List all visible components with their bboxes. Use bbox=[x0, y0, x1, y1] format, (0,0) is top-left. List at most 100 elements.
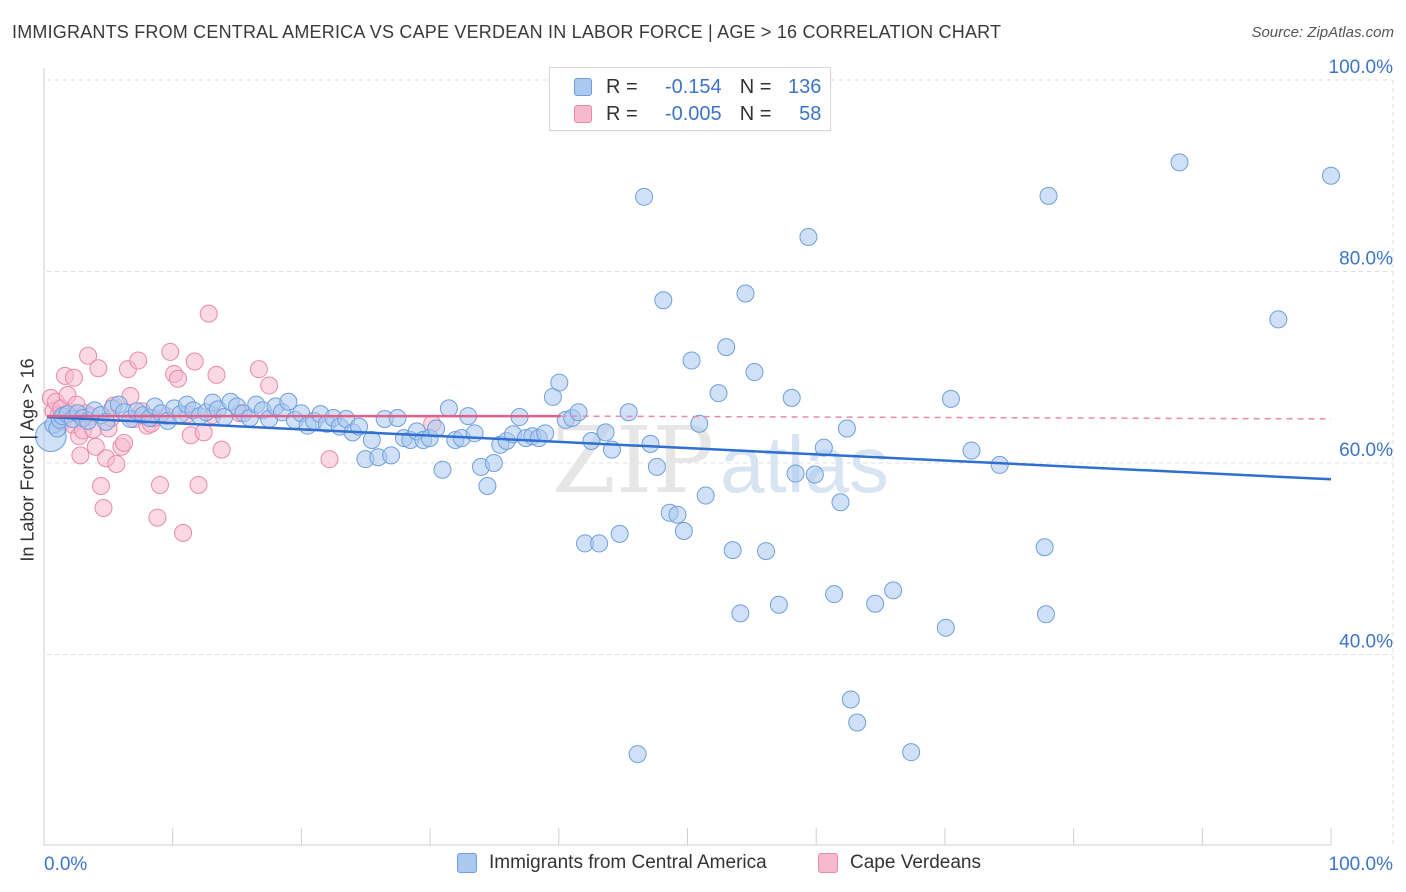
data-point-central-america bbox=[757, 542, 776, 561]
data-point-cape-verdeans bbox=[148, 508, 167, 527]
data-point-central-america bbox=[990, 455, 1009, 474]
bottom-legend-label-central-america: Immigrants from Central America bbox=[489, 852, 767, 873]
legend-n-label: N = bbox=[739, 102, 772, 125]
data-point-cape-verdeans bbox=[260, 376, 279, 395]
data-point-central-america bbox=[769, 595, 788, 614]
trend-lines bbox=[46, 414, 1332, 481]
legend-row-cape-verdeans: R = -0.005 N = 58 bbox=[574, 102, 821, 126]
legend-r-label: R = bbox=[606, 102, 638, 125]
data-point-cape-verdeans bbox=[89, 359, 108, 378]
data-point-cape-verdeans bbox=[189, 476, 208, 495]
data-point-cape-verdeans bbox=[71, 446, 90, 465]
data-point-central-america bbox=[647, 457, 666, 476]
data-point-central-america bbox=[696, 486, 715, 505]
data-point-central-america bbox=[814, 438, 833, 457]
watermark: ZIP atlas bbox=[552, 407, 889, 514]
data-point-central-america bbox=[682, 351, 701, 370]
data-point-central-america bbox=[799, 228, 818, 247]
data-point-central-america bbox=[941, 389, 960, 408]
data-point-cape-verdeans bbox=[320, 450, 339, 469]
y-tick-label: 100.0% bbox=[1329, 57, 1394, 78]
data-point-central-america bbox=[1322, 166, 1340, 185]
data-point-central-america bbox=[848, 713, 867, 732]
data-point-central-america bbox=[717, 338, 736, 357]
data-point-cape-verdeans bbox=[86, 437, 105, 456]
y-tick-label: 40.0% bbox=[1339, 632, 1393, 653]
data-point-cape-verdeans bbox=[207, 365, 226, 384]
data-point-central-america bbox=[884, 581, 903, 600]
trend-line-cape-verdeans-extension bbox=[560, 415, 1332, 420]
data-point-central-america bbox=[936, 618, 955, 637]
legend-r-value: -0.154 bbox=[664, 75, 722, 98]
data-point-central-america bbox=[1170, 153, 1189, 172]
legend-n-value: 136 bbox=[788, 75, 822, 98]
data-point-cape-verdeans bbox=[91, 476, 110, 495]
source-credit: Source: ZipAtlas.com bbox=[1251, 24, 1394, 41]
legend-swatch-pink bbox=[574, 105, 592, 123]
data-point-central-america bbox=[782, 388, 801, 407]
data-point-central-america bbox=[388, 408, 407, 427]
data-point-central-america bbox=[433, 460, 452, 479]
data-point-central-america bbox=[674, 521, 693, 540]
data-point-central-america bbox=[1269, 310, 1288, 329]
data-point-central-america bbox=[841, 690, 860, 709]
data-point-cape-verdeans bbox=[107, 454, 126, 473]
data-point-central-america bbox=[723, 541, 742, 560]
data-point-central-america bbox=[596, 423, 615, 442]
data-point-central-america bbox=[1039, 186, 1058, 205]
data-point-central-america bbox=[786, 464, 805, 483]
data-point-cape-verdeans bbox=[150, 476, 169, 495]
data-point-central-america bbox=[439, 399, 458, 418]
data-point-cape-verdeans bbox=[212, 440, 231, 459]
data-point-central-america bbox=[731, 604, 750, 623]
y-tick-label: 80.0% bbox=[1339, 249, 1393, 270]
data-point-central-america bbox=[866, 594, 885, 613]
data-point-central-america bbox=[805, 465, 824, 484]
legend-swatch-blue bbox=[574, 78, 592, 96]
data-point-central-america bbox=[709, 384, 728, 403]
data-point-central-america bbox=[362, 431, 381, 450]
data-point-central-america bbox=[902, 743, 921, 762]
data-point-cape-verdeans bbox=[168, 369, 187, 388]
data-point-central-america bbox=[582, 431, 601, 450]
chart-title: IMMIGRANTS FROM CENTRAL AMERICA VS CAPE … bbox=[12, 22, 1002, 42]
data-point-cape-verdeans bbox=[64, 368, 83, 387]
data-point-central-america bbox=[279, 392, 298, 411]
data-point-central-america bbox=[635, 187, 654, 206]
data-point-central-america bbox=[962, 441, 981, 460]
watermark-atlas: atlas bbox=[720, 420, 889, 509]
watermark-zip: ZIP bbox=[552, 407, 714, 514]
x-tick-labels: 0.0% 100.0% bbox=[44, 854, 1393, 875]
axes bbox=[43, 68, 1332, 846]
data-point-cape-verdeans bbox=[199, 304, 218, 323]
data-point-central-america bbox=[536, 424, 555, 443]
data-point-central-america bbox=[619, 403, 638, 422]
data-point-central-america bbox=[825, 585, 844, 604]
legend-n-value: 58 bbox=[799, 102, 822, 125]
bottom-legend-swatch-pink bbox=[818, 853, 838, 873]
data-point-central-america bbox=[668, 505, 687, 524]
data-point-central-america bbox=[690, 414, 709, 433]
data-point-cape-verdeans bbox=[174, 523, 193, 542]
data-point-central-america bbox=[654, 291, 673, 310]
data-point-cape-verdeans bbox=[194, 423, 213, 442]
bottom-legend-swatch-blue bbox=[457, 853, 477, 873]
y-axis-label: In Labor Force | Age > 16 bbox=[17, 358, 38, 562]
data-point-central-america bbox=[736, 284, 755, 303]
data-point-central-america bbox=[550, 373, 569, 392]
legend-r-label: R = bbox=[606, 75, 638, 98]
y-tick-label: 60.0% bbox=[1339, 440, 1393, 461]
data-point-central-america bbox=[837, 419, 856, 438]
legend-row-central-america: R = -0.154 N = 136 bbox=[574, 75, 821, 99]
data-point-central-america bbox=[478, 476, 497, 495]
data-point-central-america bbox=[569, 403, 588, 422]
data-point-cape-verdeans bbox=[185, 352, 204, 371]
data-point-central-america bbox=[1035, 538, 1054, 557]
legend-n-label: N = bbox=[739, 75, 772, 98]
data-point-cape-verdeans bbox=[249, 360, 268, 379]
data-point-central-america bbox=[590, 534, 609, 553]
data-point-cape-verdeans bbox=[161, 342, 180, 361]
correlation-legend: R = -0.154 N = 136 R = -0.005 N = 58 bbox=[549, 67, 831, 131]
y-tick-labels: 100.0% 80.0% 60.0% 40.0% bbox=[1329, 57, 1394, 653]
